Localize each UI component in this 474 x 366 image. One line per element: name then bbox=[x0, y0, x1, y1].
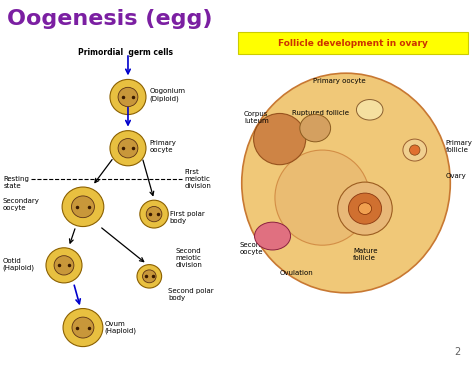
Ellipse shape bbox=[72, 196, 94, 218]
Text: 2: 2 bbox=[455, 347, 461, 357]
Text: Primordial  germ cells: Primordial germ cells bbox=[78, 48, 173, 57]
Text: Resting
state: Resting state bbox=[4, 176, 30, 190]
Ellipse shape bbox=[348, 193, 382, 224]
Text: Follicle development in ovary: Follicle development in ovary bbox=[278, 39, 428, 48]
Ellipse shape bbox=[110, 79, 146, 115]
Text: Ootid
(Haploid): Ootid (Haploid) bbox=[2, 258, 35, 271]
Ellipse shape bbox=[146, 206, 162, 222]
Ellipse shape bbox=[63, 309, 103, 347]
Text: First
meiotic
division: First meiotic division bbox=[185, 169, 212, 189]
Ellipse shape bbox=[358, 203, 372, 214]
Ellipse shape bbox=[137, 265, 162, 288]
Text: Second
meiotic
division: Second meiotic division bbox=[175, 248, 202, 268]
Text: Primary
follicle: Primary follicle bbox=[446, 140, 473, 153]
Text: Oogonium
(Diploid): Oogonium (Diploid) bbox=[149, 89, 185, 102]
Ellipse shape bbox=[275, 150, 370, 245]
Ellipse shape bbox=[300, 114, 331, 142]
Text: Secondary
oocyte: Secondary oocyte bbox=[2, 198, 39, 212]
Text: Secondary
oocyte: Secondary oocyte bbox=[239, 242, 276, 255]
Ellipse shape bbox=[140, 200, 168, 228]
Ellipse shape bbox=[118, 139, 138, 158]
Text: Ovary: Ovary bbox=[446, 173, 466, 179]
Ellipse shape bbox=[54, 256, 74, 275]
Ellipse shape bbox=[110, 131, 146, 166]
Text: Ruptured follicle: Ruptured follicle bbox=[292, 111, 348, 116]
Circle shape bbox=[356, 100, 383, 120]
Text: Corpus
luteum: Corpus luteum bbox=[244, 111, 269, 124]
Text: Mature
follicle: Mature follicle bbox=[353, 248, 378, 261]
Text: Ovum
(Haploid): Ovum (Haploid) bbox=[104, 321, 137, 334]
Text: First polar
body: First polar body bbox=[170, 211, 204, 224]
Circle shape bbox=[255, 222, 291, 250]
Text: Oogenesis (egg): Oogenesis (egg) bbox=[7, 9, 213, 29]
Ellipse shape bbox=[143, 270, 156, 283]
Ellipse shape bbox=[337, 182, 392, 235]
Ellipse shape bbox=[72, 317, 94, 338]
Ellipse shape bbox=[410, 145, 420, 155]
Ellipse shape bbox=[62, 187, 104, 227]
Text: Primary oocyte: Primary oocyte bbox=[313, 78, 365, 83]
Text: Primary
oocyte: Primary oocyte bbox=[149, 140, 176, 153]
Ellipse shape bbox=[46, 248, 82, 283]
Ellipse shape bbox=[254, 113, 306, 165]
Ellipse shape bbox=[403, 139, 427, 161]
Text: Second polar
body: Second polar body bbox=[168, 288, 214, 301]
FancyBboxPatch shape bbox=[238, 32, 468, 54]
Ellipse shape bbox=[242, 73, 450, 293]
Text: Ovulation: Ovulation bbox=[280, 270, 313, 276]
Ellipse shape bbox=[118, 87, 138, 107]
